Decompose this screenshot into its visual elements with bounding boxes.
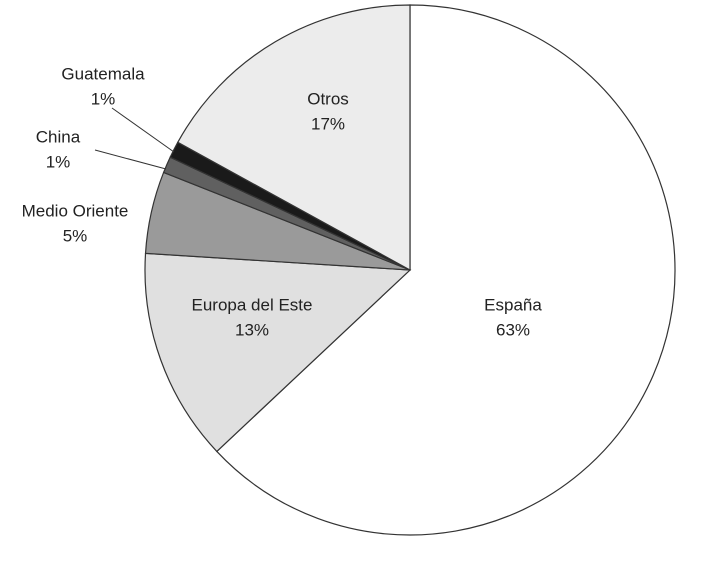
slice-value-label: 1% — [46, 152, 71, 171]
slice-label: China — [36, 127, 81, 146]
leader-line — [111, 107, 175, 153]
slice-label: Guatemala — [61, 64, 145, 83]
slice-label: Medio Oriente — [22, 201, 129, 220]
slice-label: España — [484, 295, 542, 314]
slice-value-label: 17% — [311, 114, 345, 133]
pie-slice — [144, 252, 412, 453]
pie-slice — [176, 4, 411, 272]
slice-label: Europa del Este — [192, 295, 313, 314]
slice-value-label: 63% — [496, 320, 530, 339]
slice-value-label: 13% — [235, 320, 269, 339]
pie-slice — [215, 4, 676, 536]
slice-value-label: 5% — [63, 226, 88, 245]
leader-line — [94, 149, 167, 170]
slice-value-label: 1% — [91, 89, 116, 108]
slice-label: Otros — [307, 89, 349, 108]
